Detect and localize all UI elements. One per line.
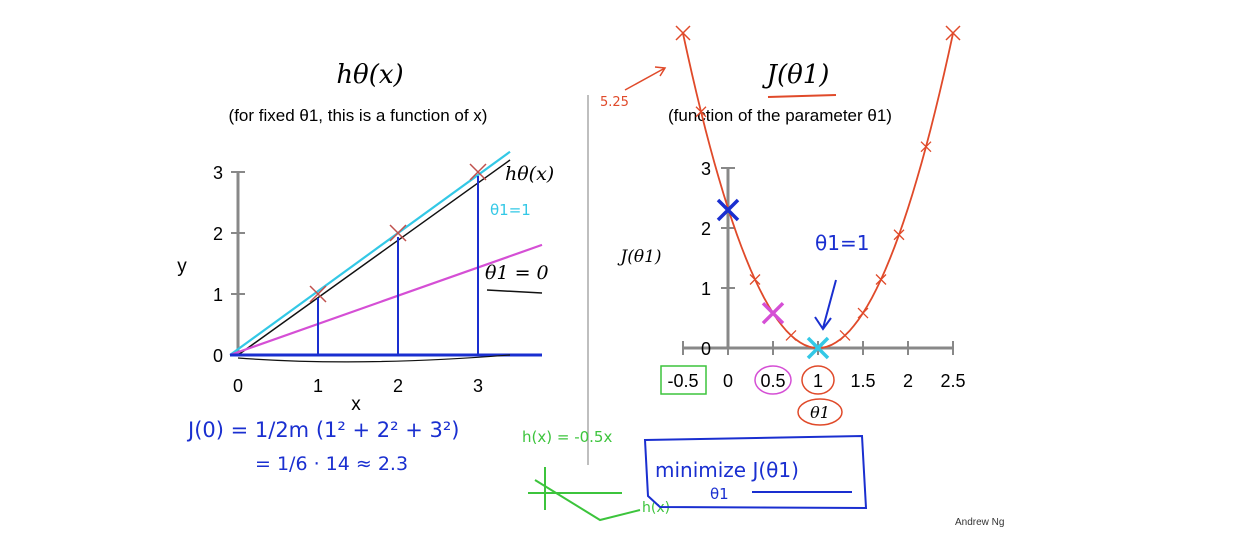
hx-sketch [528,467,641,522]
right-ylabel: J(θ1) [617,247,661,267]
cost-sample-mark [920,141,932,153]
hx-label: h(x) [642,500,670,516]
left-chart-title: hθ(x) [336,60,403,90]
cost-equation-line2: = 1/6 · 14 ≈ 2.3 [255,453,408,475]
hypothesis-line-black [237,159,511,356]
x-tick-label: 1 [813,371,823,391]
data-point-x [469,163,487,181]
x-tick-label: 0 [233,376,243,396]
y-tick-label: 3 [213,163,223,183]
x-tick-label: 3 [473,376,483,396]
cost-point-x [806,336,830,360]
left-line-label-h: hθ(x) [505,163,554,185]
y-tick-label: 0 [213,346,223,366]
cost-point-x [675,25,691,41]
cost-point-x [945,25,961,41]
arrow-to-minimum [814,279,837,331]
title-underline-stroke [767,94,837,98]
x-tick-label: 2 [393,376,403,396]
left-chart-axes: 0 1 2 3 0 1 2 3 [213,150,543,396]
author-credit: Andrew Ng [955,517,1004,528]
minimize-subscript: θ1 [710,485,729,503]
cost-point-x [716,198,740,222]
minimize-text: minimize J(θ1) [655,458,799,482]
right-annotation-theta1: θ1=1 [815,231,869,255]
cost-sample-mark [749,274,761,285]
right-chart-title: J(θ1) [762,60,830,90]
cost-sample-mark [785,329,797,341]
tick-highlight-circle [754,365,792,395]
left-ylabel: y [177,256,187,277]
x-tick-label: 2.5 [940,371,965,391]
right-chart-subtitle: (function of the parameter θ1) [668,106,892,125]
y-tick-label: 1 [701,279,711,299]
y-tick-label: 2 [701,219,711,239]
tick-highlight-circle [801,365,835,395]
left-xlabel: x [351,394,361,415]
x-tick-label: 0 [723,371,733,391]
arrow-525 [624,66,667,91]
hypothesis-line [229,150,511,356]
right-xlabel: θ1 [810,403,830,422]
underline-stroke [486,289,543,294]
cost-point-x [761,301,785,325]
left-chart-subtitle: (for fixed θ1, this is a function of x) [229,106,488,125]
y-tick-label: 2 [213,224,223,244]
tick-highlight-box [660,365,707,395]
cost-sample-mark [839,329,851,341]
x-tick-label: 0.5 [760,371,785,391]
scribble [237,354,511,363]
left-line-label-theta0: θ1 = 0 [485,262,549,284]
hx-equation: h(x) = -0.5x [522,428,612,446]
y-tick-label: 0 [701,339,711,359]
xlabel-circle [797,398,843,426]
x-tick-label: 1.5 [850,371,875,391]
cost-sample-mark [857,307,869,319]
cost-sample-mark [875,274,887,285]
cost-sample-mark [695,106,707,118]
annotation-525: 5.25 [600,95,629,110]
cost-sample-mark [893,229,905,241]
minimize-box [643,434,868,510]
x-tick-label: 2 [903,371,913,391]
x-tick-label: 1 [313,376,323,396]
x-tick-label: -0.5 [667,371,698,391]
data-point-x [309,285,327,303]
hypothesis-line [229,243,543,357]
y-tick-label: 1 [213,285,223,305]
left-annotation-theta1: θ1=1 [490,201,531,219]
y-tick-label: 3 [701,159,711,179]
cost-equation-line1: J(0) = 1/2m (1² + 2² + 3²) [186,418,459,442]
data-point-x [389,224,407,242]
